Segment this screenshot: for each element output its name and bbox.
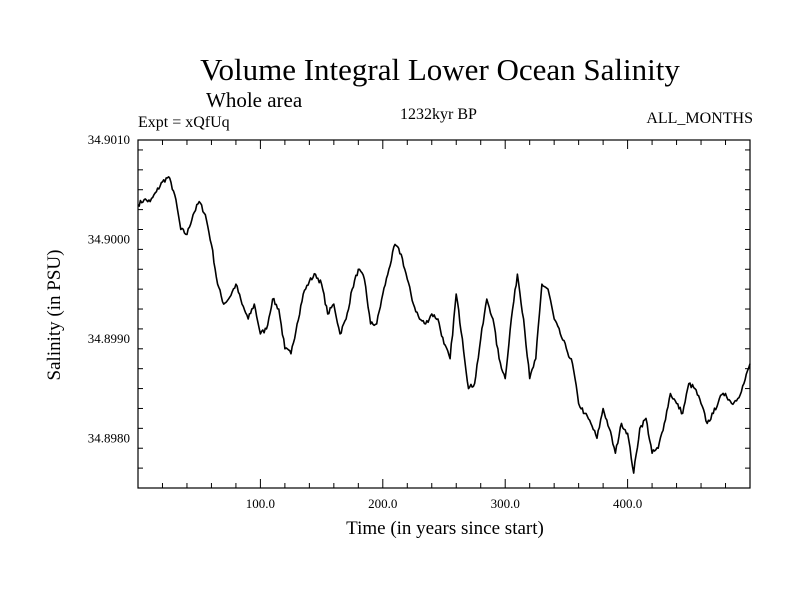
- period-label: 1232kyr BP: [400, 106, 477, 123]
- tick-labels: 100.0 200.0 300.0 400.0 34.8980 34.8990 34.900…: [88, 132, 642, 511]
- plot-frame: [137, 139, 751, 489]
- x-tick-label: 400.0: [613, 496, 642, 511]
- chart-subtitle: Whole area: [206, 88, 303, 112]
- y-tick-label: 34.8990: [88, 331, 130, 346]
- y-tick-label: 34.9010: [88, 132, 130, 147]
- x-axis-label: Time (in years since start): [346, 518, 544, 539]
- tick-marks: [138, 140, 750, 488]
- experiment-label: Expt = xQfUq: [138, 114, 230, 131]
- x-tick-label: 200.0: [368, 496, 397, 511]
- y-tick-label: 34.8980: [88, 430, 130, 445]
- x-tick-label: 100.0: [246, 496, 275, 511]
- chart-title: Volume Integral Lower Ocean Salinity: [200, 52, 680, 87]
- salinity-series-line: [137, 176, 751, 474]
- x-tick-label: 300.0: [491, 496, 520, 511]
- months-label: ALL_MONTHS: [646, 110, 753, 127]
- y-tick-label: 34.9000: [88, 231, 130, 246]
